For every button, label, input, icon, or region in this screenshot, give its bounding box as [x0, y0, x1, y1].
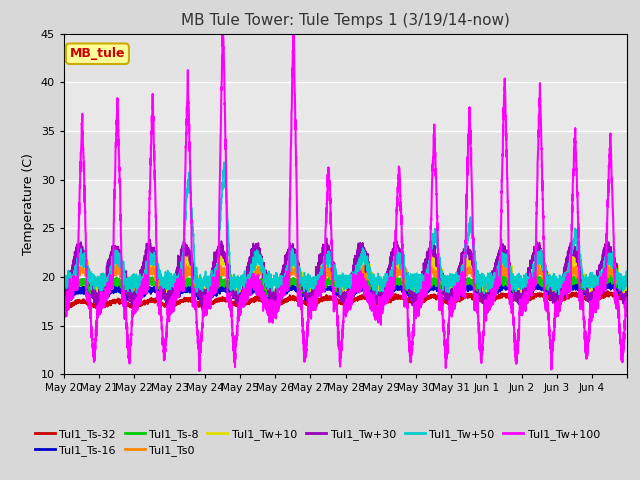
- Bar: [64, 131, 627, 180]
- Title: MB Tule Tower: Tule Temps 1 (3/19/14-now): MB Tule Tower: Tule Temps 1 (3/19/14-now…: [181, 13, 510, 28]
- Y-axis label: Temperature (C): Temperature (C): [22, 153, 35, 255]
- Text: MB_tule: MB_tule: [70, 47, 125, 60]
- Bar: [64, 326, 627, 374]
- Bar: [64, 228, 627, 277]
- Bar: [64, 34, 627, 82]
- Legend: Tul1_Ts-32, Tul1_Ts-16, Tul1_Ts-8, Tul1_Ts0, Tul1_Tw+10, Tul1_Tw+30, Tul1_Tw+50,: Tul1_Ts-32, Tul1_Ts-16, Tul1_Ts-8, Tul1_…: [30, 424, 604, 460]
